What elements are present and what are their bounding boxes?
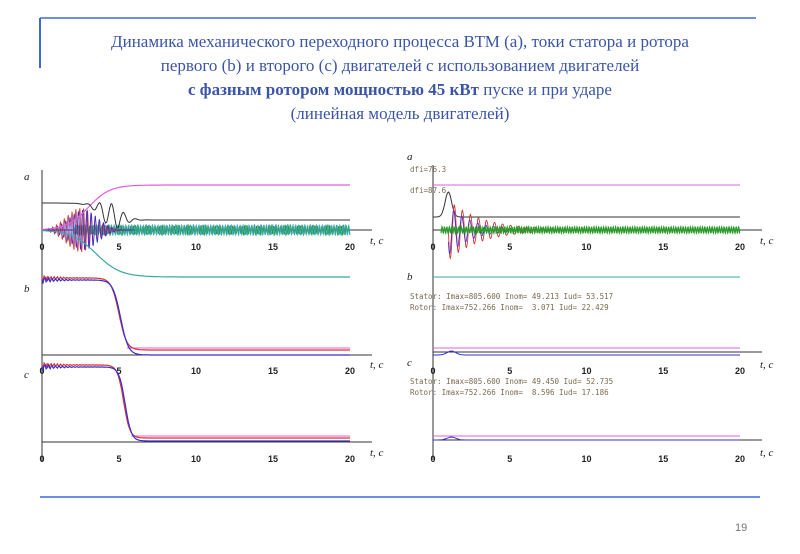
x-tick-label: 5 <box>116 454 121 464</box>
waveform <box>72 223 351 237</box>
title: Динамика механического переходного проце… <box>40 30 760 126</box>
x-tick-label: 0 <box>39 366 44 376</box>
x-tick-label: 15 <box>658 454 668 464</box>
waveform <box>433 350 740 356</box>
x-tick-label: 20 <box>345 454 355 464</box>
x-tick-label: 0 <box>430 454 435 464</box>
x-tick-label: 10 <box>581 242 591 252</box>
x-tick-label: 20 <box>735 242 745 252</box>
x-axis-label: t, c <box>370 359 384 371</box>
x-tick-label: 0 <box>39 242 44 252</box>
panel-label: a <box>407 151 413 163</box>
waveform <box>41 274 350 351</box>
x-tick-label: 5 <box>507 454 512 464</box>
x-tick-label: 5 <box>507 366 512 376</box>
waveform <box>41 207 135 252</box>
x-tick-label: 0 <box>39 454 44 464</box>
x-tick-label: 10 <box>191 454 201 464</box>
panel-label: b <box>24 283 30 295</box>
annotation: dfi=76.3 <box>410 165 446 174</box>
annotation: Rotor: Imax=752.266 Inom= 3.071 Iud= 22.… <box>410 303 609 312</box>
waveform <box>433 436 740 441</box>
panel-label: c <box>407 357 412 369</box>
waveform <box>41 276 350 356</box>
annotation: dfi=87.6 <box>410 186 447 195</box>
annotation: Stator: Imax=805.600 Inom= 49.450 Iud= 5… <box>410 377 613 386</box>
x-axis-label: t, c <box>760 359 774 371</box>
x-tick-label: 10 <box>581 366 591 376</box>
waveform <box>41 361 350 439</box>
panel-label: a <box>24 171 30 183</box>
x-tick-label: 10 <box>191 242 201 252</box>
x-tick-label: 20 <box>735 454 745 464</box>
x-tick-label: 5 <box>116 366 121 376</box>
panel-label: b <box>407 271 413 283</box>
waveform <box>440 224 741 236</box>
x-tick-label: 10 <box>581 454 591 464</box>
x-tick-label: 15 <box>268 454 278 464</box>
waveform <box>41 230 350 278</box>
x-tick-label: 0 <box>430 242 435 252</box>
x-tick-label: 15 <box>658 242 668 252</box>
waveform <box>42 201 350 229</box>
title-line: первого (b) и второго (c) двигателей с и… <box>160 56 640 75</box>
x-axis-label: t, c <box>370 447 384 459</box>
x-tick-label: 20 <box>345 242 355 252</box>
annotation: Stator: Imax=805.600 Inom= 49.213 Iud= 5… <box>410 292 613 301</box>
x-tick-label: 5 <box>507 242 512 252</box>
waveform <box>41 184 350 230</box>
subtitle: (линейная модель двигателей) <box>290 104 510 123</box>
x-tick-label: 15 <box>268 242 278 252</box>
waveform <box>41 363 350 442</box>
x-tick-label: 15 <box>658 366 668 376</box>
x-tick-label: 5 <box>116 242 121 252</box>
x-tick-label: 0 <box>430 366 435 376</box>
title-line: Динамика механического переходного проце… <box>111 32 689 51</box>
x-axis-label: t, c <box>760 447 774 459</box>
x-tick-label: 20 <box>345 366 355 376</box>
waveform <box>433 191 740 218</box>
annotation: Rotor: Imax=752.266 Inom= 8.596 Iud= 17.… <box>410 388 609 397</box>
title-end: пуске и при ударе <box>478 80 612 99</box>
waveform <box>42 210 135 250</box>
x-axis-label: t, c <box>370 235 384 247</box>
x-tick-label: 15 <box>268 366 278 376</box>
title-line: с фазным ротором мощностью 45 кВт пуске … <box>40 78 760 102</box>
panel-label: c <box>24 369 29 381</box>
x-axis-label: t, c <box>760 235 774 247</box>
title-bold: с фазным ротором мощностью 45 кВт <box>188 80 479 99</box>
x-tick-label: 20 <box>735 366 745 376</box>
x-tick-label: 10 <box>191 366 201 376</box>
page-number: 19 <box>735 522 748 534</box>
